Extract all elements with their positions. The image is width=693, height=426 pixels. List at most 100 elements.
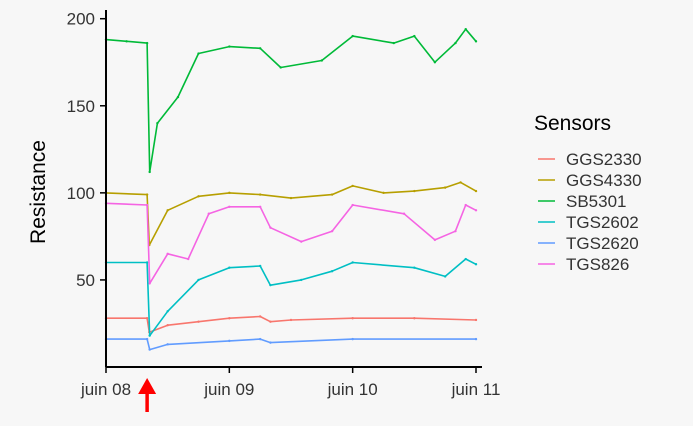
data-point-ggs4330 — [459, 181, 462, 184]
data-point-tgs2602 — [197, 278, 200, 282]
data-point-tgs826 — [207, 212, 210, 215]
data-point-sb5301 — [351, 34, 354, 38]
data-point-tgs826 — [474, 209, 478, 212]
data-point-tgs826 — [145, 203, 149, 207]
data-point-ggs2330 — [197, 320, 200, 323]
data-point-tgs826 — [433, 238, 437, 242]
data-point-sb5301 — [474, 40, 478, 43]
data-point-ggs4330 — [228, 191, 231, 195]
data-point-ggs4330 — [166, 209, 169, 212]
x-tick-label: juin 10 — [327, 380, 378, 399]
data-point-tgs2620 — [269, 341, 272, 344]
arrow-head — [138, 378, 157, 394]
data-point-ggs2330 — [474, 318, 478, 322]
legend-label: TGS826 — [566, 255, 629, 274]
x-tick-label: juin 11 — [451, 380, 501, 399]
data-point-tgs826 — [402, 212, 406, 215]
data-point-tgs2602 — [443, 275, 447, 278]
data-point-tgs2602 — [228, 266, 231, 269]
data-point-ggs2330 — [228, 317, 231, 320]
data-point-sb5301 — [148, 170, 151, 174]
data-point-ggs4330 — [289, 196, 293, 200]
legend-label: GGS2330 — [566, 150, 642, 169]
x-axis-ticks: juin 08 juin 09 juin 10 juin 11 — [80, 367, 500, 399]
data-point-ggs2330 — [166, 324, 169, 327]
data-point-ggs4330 — [413, 189, 416, 193]
data-point-tgs826 — [228, 205, 231, 208]
data-point-sb5301 — [197, 52, 200, 55]
series-layer — [104, 27, 478, 351]
y-tick-label: 50 — [76, 271, 95, 290]
data-point-tgs826 — [166, 252, 169, 256]
x-tick-label: juin 09 — [203, 380, 254, 399]
data-point-sb5301 — [279, 66, 282, 69]
data-point-ggs2330 — [289, 318, 293, 322]
data-point-sb5301 — [176, 95, 180, 99]
data-point-sb5301 — [464, 27, 467, 31]
data-point-tgs826 — [269, 226, 272, 229]
data-point-sb5301 — [454, 41, 457, 45]
data-point-ggs2330 — [413, 317, 416, 320]
legend-title: Sensors — [534, 112, 611, 135]
data-point-tgs2620 — [145, 337, 149, 341]
x-tick-label: juin 08 — [80, 380, 131, 399]
legend-label: SB5301 — [566, 192, 627, 211]
data-point-tgs2602 — [351, 261, 354, 264]
y-axis-title: Resistance — [27, 140, 50, 244]
data-point-tgs826 — [258, 205, 262, 208]
data-point-tgs826 — [454, 229, 457, 233]
data-point-tgs2620 — [228, 339, 231, 343]
data-point-tgs2602 — [413, 266, 416, 269]
data-point-sb5301 — [145, 41, 149, 45]
data-point-sb5301 — [125, 40, 128, 43]
data-point-sb5301 — [413, 34, 416, 38]
data-point-tgs826 — [300, 240, 303, 243]
data-point-ggs2330 — [269, 320, 272, 323]
data-point-tgs2602 — [145, 261, 149, 264]
data-point-tgs2602 — [269, 283, 272, 287]
data-point-ggs2330 — [351, 317, 354, 320]
data-point-ggs4330 — [197, 195, 200, 198]
data-point-sb5301 — [433, 61, 437, 64]
data-point-sb5301 — [228, 45, 231, 48]
legend-label: GGS4330 — [566, 171, 642, 190]
y-tick-label: 100 — [67, 184, 95, 203]
annotation-layer — [138, 378, 157, 412]
data-point-tgs826 — [464, 203, 467, 207]
data-point-sb5301 — [320, 59, 324, 62]
data-point-tgs2602 — [148, 334, 151, 337]
data-point-ggs4330 — [351, 184, 354, 188]
data-point-tgs826 — [187, 257, 190, 261]
series-line-sb5301 — [105, 28, 477, 173]
data-point-sb5301 — [258, 47, 262, 50]
data-point-sb5301 — [156, 121, 159, 125]
legend: Sensors GGS2330 GGS4330 SB5301 TGS2602 TGS26… — [534, 112, 642, 274]
y-tick-label: 200 — [67, 10, 95, 29]
data-point-ggs4330 — [258, 193, 262, 196]
data-point-tgs2620 — [166, 343, 169, 346]
data-point-tgs2602 — [258, 264, 262, 268]
legend-label: TGS2620 — [566, 234, 639, 253]
data-point-sb5301 — [392, 41, 395, 45]
y-axis-ticks: 50 100 150 200 — [67, 10, 106, 290]
y-tick-label: 150 — [67, 97, 95, 116]
data-point-ggs2330 — [258, 315, 262, 318]
data-point-ggs4330 — [474, 189, 478, 193]
data-point-tgs2620 — [351, 337, 354, 341]
data-point-ggs4330 — [145, 193, 149, 196]
data-point-tgs2602 — [474, 263, 478, 266]
data-point-ggs2330 — [145, 317, 149, 320]
data-point-tgs2602 — [300, 278, 303, 282]
data-point-tgs2602 — [464, 257, 467, 261]
data-point-tgs826 — [148, 282, 151, 285]
legend-label: TGS2602 — [566, 213, 639, 232]
data-point-tgs2602 — [166, 310, 169, 313]
data-point-tgs826 — [330, 229, 334, 233]
data-point-ggs4330 — [443, 186, 447, 189]
data-point-ggs4330 — [330, 193, 334, 196]
data-point-ggs4330 — [382, 191, 385, 195]
data-point-tgs826 — [351, 203, 354, 207]
data-point-tgs2602 — [330, 270, 334, 273]
data-point-tgs2620 — [258, 337, 262, 341]
